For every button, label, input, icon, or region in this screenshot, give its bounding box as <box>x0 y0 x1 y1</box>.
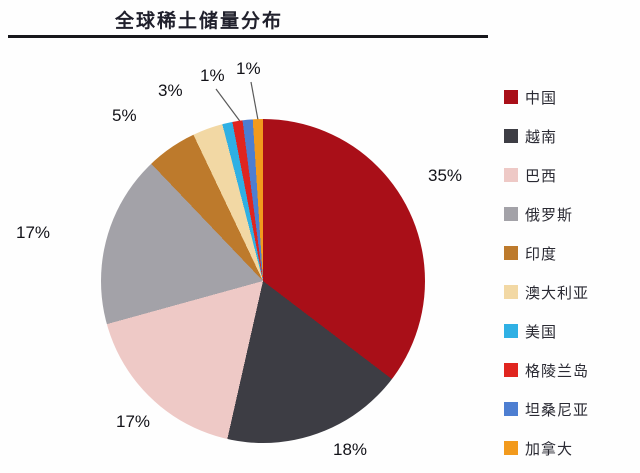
title-underline <box>8 35 488 38</box>
legend-label: 印度 <box>525 245 558 263</box>
slice-label-india: 5% <box>112 106 137 125</box>
legend-label: 格陵兰岛 <box>525 362 590 380</box>
slice-label-vietnam: 18% <box>333 440 368 459</box>
legend-label: 俄罗斯 <box>525 206 574 224</box>
slice-label-greenland: 1% <box>236 59 261 78</box>
legend-item-canada: 加拿大 <box>504 437 589 459</box>
legend-item-usa: 美国 <box>504 320 589 342</box>
legend-item-australia: 澳大利亚 <box>504 281 589 303</box>
legend-swatch <box>504 324 518 338</box>
legend-label: 澳大利亚 <box>525 284 590 302</box>
legend-swatch <box>504 363 518 377</box>
slice-label-brazil: 17% <box>116 412 151 431</box>
legend-swatch <box>504 207 518 221</box>
legend-swatch <box>504 129 518 143</box>
legend-item-china: 中国 <box>504 86 589 108</box>
legend-item-vietnam: 越南 <box>504 125 589 147</box>
legend-item-brazil: 巴西 <box>504 164 589 186</box>
pie <box>101 119 425 443</box>
legend-label: 中国 <box>525 89 558 107</box>
legend-swatch <box>504 285 518 299</box>
legend-label: 加拿大 <box>525 440 574 458</box>
slice-label-usa: 1% <box>200 66 225 85</box>
legend-item-greenland: 格陵兰岛 <box>504 359 589 381</box>
legend-swatch <box>504 246 518 260</box>
slice-label-china: 35% <box>428 166 463 185</box>
legend-label: 美国 <box>525 323 558 341</box>
legend-item-tanzania: 坦桑尼亚 <box>504 398 589 420</box>
slice-label-australia: 3% <box>158 81 183 100</box>
legend-swatch <box>504 441 518 455</box>
chart-title: 全球稀土储量分布 <box>115 11 284 32</box>
legend-item-russia: 俄罗斯 <box>504 203 589 225</box>
legend-label: 坦桑尼亚 <box>525 401 590 419</box>
legend-swatch <box>504 168 518 182</box>
slice-label-russia: 17% <box>16 223 51 242</box>
legend-swatch <box>504 90 518 104</box>
legend-label: 巴西 <box>525 167 558 185</box>
legend-label: 越南 <box>525 128 558 146</box>
legend: 中国 越南 巴西 俄罗斯 印度 澳大利亚 美国 格陵兰岛 <box>504 86 589 473</box>
legend-item-india: 印度 <box>504 242 589 264</box>
legend-swatch <box>504 402 518 416</box>
